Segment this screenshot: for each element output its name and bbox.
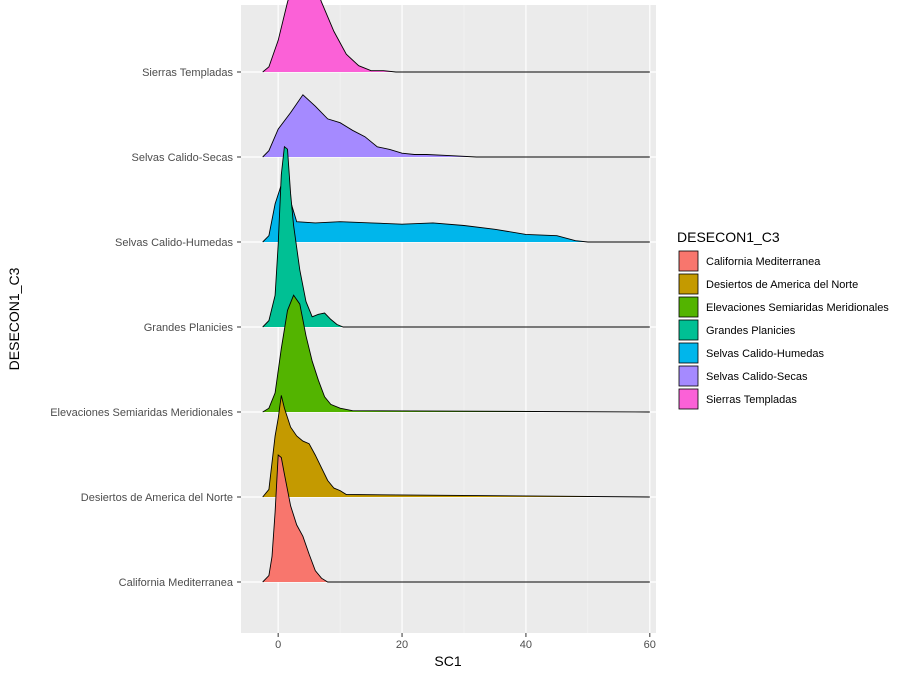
- y-tick-label: Desiertos de America del Norte: [81, 492, 233, 504]
- legend: DESECON1_C3 California Mediterranea Desie…: [677, 229, 889, 410]
- legend-swatch: [678, 365, 699, 387]
- ridges: [262, 0, 650, 583]
- legend-label: Selvas Calido-Secas: [706, 371, 808, 383]
- legend-swatch: [678, 250, 699, 272]
- y-tick-label: Sierras Templadas: [142, 67, 233, 79]
- y-tick-label: Elevaciones Semiaridas Meridionales: [50, 407, 233, 419]
- x-tick-label: 20: [396, 639, 408, 651]
- ridge-outline: [262, 145, 650, 328]
- legend-label: Elevaciones Semiaridas Meridionales: [706, 302, 889, 314]
- legend-label: Selvas Calido-Humedas: [706, 348, 824, 360]
- x-tick-label: 60: [644, 639, 656, 651]
- x-axis-title: SC1: [434, 653, 461, 669]
- ridge-elevaciones-semiaridas-meridionales: [262, 295, 650, 412]
- y-axis-title: DESECON1_C3: [6, 267, 22, 370]
- ridge-outline: [262, 454, 650, 583]
- ridge-california-mediterranea: [262, 455, 650, 582]
- y-axis: California Mediterranea Desiertos de Amer…: [50, 67, 241, 589]
- legend-swatch: [678, 273, 699, 295]
- ridge-grandes-planicies: [262, 146, 650, 327]
- ridge-outline: [262, 294, 650, 413]
- legend-label: California Mediterranea: [706, 256, 821, 268]
- x-tick-label: 0: [275, 639, 281, 651]
- y-tick-label: Grandes Planicies: [144, 322, 234, 334]
- y-tick-label: Selvas Calido-Secas: [132, 152, 234, 164]
- ridge-sierras-templadas: [262, 0, 650, 72]
- legend-swatch: [678, 319, 699, 341]
- ridge-selvas-calido-humedas: [262, 184, 650, 242]
- legend-label: Sierras Templadas: [706, 394, 797, 406]
- y-tick-label: California Mediterranea: [119, 577, 234, 589]
- legend-swatch: [678, 342, 699, 364]
- y-tick-label: Selvas Calido-Humedas: [115, 237, 233, 249]
- legend-swatch: [678, 296, 699, 318]
- ridge-outline: [262, 94, 650, 158]
- legend-label: Desiertos de America del Norte: [706, 279, 858, 291]
- x-tick-label: 40: [520, 639, 532, 651]
- legend-title: DESECON1_C3: [677, 229, 780, 245]
- ridge-outline: [262, 0, 650, 73]
- ridge-selvas-calido-secas: [262, 94, 650, 157]
- ridge-outline: [262, 395, 650, 498]
- legend-label: Grandes Planicies: [706, 325, 796, 337]
- legend-swatch: [678, 388, 699, 410]
- x-axis: 0 20 40 60: [275, 633, 656, 651]
- ridge-desiertos-de-america-del-norte: [262, 395, 650, 497]
